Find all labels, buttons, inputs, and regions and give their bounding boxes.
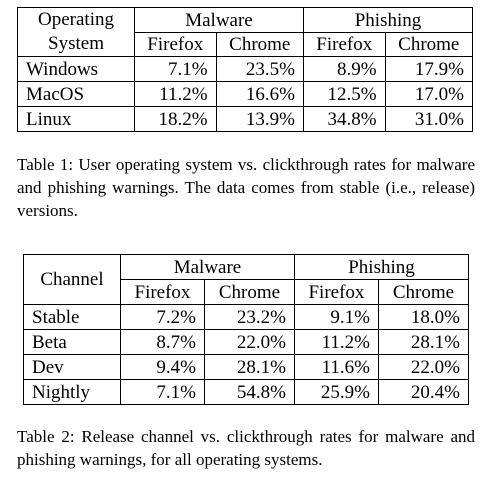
table-cell: 11.6% (293, 354, 379, 380)
group-header-malware: Malware (134, 7, 304, 33)
table-cell: 12.5% (302, 81, 386, 107)
table-cell: 11.2% (134, 81, 217, 107)
sub-header: Chrome (203, 279, 295, 305)
table-cell: 28.1% (377, 329, 470, 355)
table-cell: 7.2% (120, 304, 205, 330)
row-label: Dev (23, 354, 121, 380)
sub-header: Firefox (120, 279, 205, 305)
table-cell: 22.0% (377, 354, 470, 380)
row-label: Windows (17, 56, 135, 82)
table-cell: 23.5% (215, 56, 304, 82)
table-cell: 34.8% (302, 106, 386, 132)
row-label: Beta (23, 329, 121, 355)
table-channel-clickthrough: Channel Malware Phishing Firefox Chrome … (23, 254, 470, 405)
table-row: Linux 18.2% 13.9% 34.8% 31.0% (17, 106, 474, 132)
table-cell: 17.0% (384, 81, 474, 107)
table-cell: 22.0% (203, 329, 295, 355)
sub-header: Chrome (384, 32, 474, 57)
table-cell: 54.8% (203, 379, 295, 405)
sub-header: Chrome (377, 279, 470, 305)
table-cell: 16.6% (215, 81, 304, 107)
table-cell: 17.9% (384, 56, 474, 82)
row-label: Nightly (23, 379, 121, 405)
table-os-clickthrough: Operating System Malware Phishing Firefo… (17, 7, 474, 132)
table-cell: 8.7% (120, 329, 205, 355)
table-cell: 7.1% (134, 56, 217, 82)
sub-header: Firefox (302, 32, 386, 57)
table-row: Dev 9.4% 28.1% 11.6% 22.0% (23, 354, 470, 380)
table-row: Nightly 7.1% 54.8% 25.9% 20.4% (23, 379, 470, 405)
sub-header: Firefox (293, 279, 379, 305)
corner-header: Channel (23, 254, 121, 305)
table-cell: 9.4% (120, 354, 205, 380)
table-cell: 25.9% (293, 379, 379, 405)
table-cell: 18.2% (134, 106, 217, 132)
table-cell: 31.0% (384, 106, 474, 132)
table-caption: Table 2: Release channel vs. clickthroug… (17, 427, 475, 469)
table-cell: 13.9% (215, 106, 304, 132)
table-row: Stable 7.2% 23.2% 9.1% 18.0% (23, 304, 470, 330)
group-header-phishing: Phishing (293, 254, 470, 280)
corner-header: Operating System (17, 7, 135, 57)
table-cell: 11.2% (293, 329, 379, 355)
table-cell: 9.1% (293, 304, 379, 330)
table-row: Beta 8.7% 22.0% 11.2% 28.1% (23, 329, 470, 355)
group-header-phishing: Phishing (302, 7, 474, 33)
row-label: MacOS (17, 81, 135, 107)
table-row: MacOS 11.2% 16.6% 12.5% 17.0% (17, 81, 474, 107)
sub-header: Chrome (215, 32, 304, 57)
table-cell: 7.1% (120, 379, 205, 405)
sub-header: Firefox (134, 32, 217, 57)
table-caption: Table 1: User operating system vs. click… (17, 155, 475, 220)
row-label: Linux (17, 106, 135, 132)
group-header-malware: Malware (120, 254, 295, 280)
table-cell: 8.9% (302, 56, 386, 82)
row-label: Stable (23, 304, 121, 330)
table-row: Windows 7.1% 23.5% 8.9% 17.9% (17, 56, 474, 82)
table-cell: 23.2% (203, 304, 295, 330)
table-cell: 20.4% (377, 379, 470, 405)
table-cell: 18.0% (377, 304, 470, 330)
table-cell: 28.1% (203, 354, 295, 380)
